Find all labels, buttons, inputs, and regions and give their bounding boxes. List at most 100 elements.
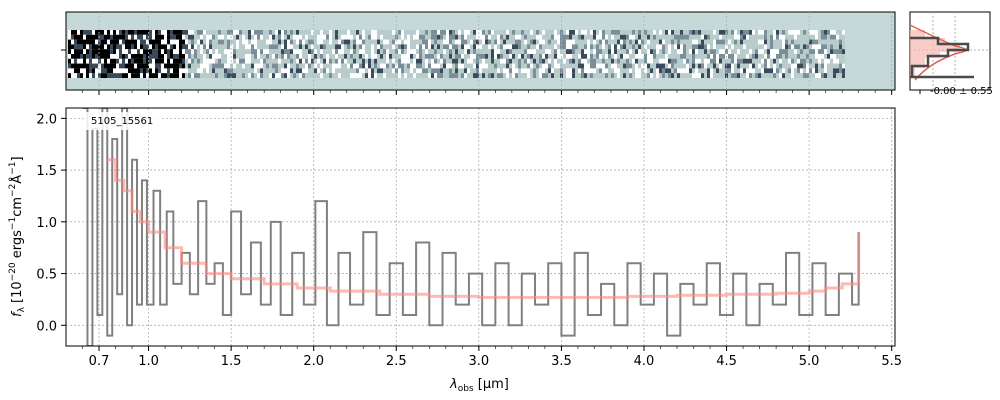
twod-pixel — [134, 63, 137, 69]
twod-pixel — [686, 58, 689, 64]
twod-pixel — [827, 68, 830, 74]
twod-pixel — [563, 58, 566, 64]
twod-pixel — [839, 44, 842, 50]
twod-pixel — [662, 63, 665, 69]
twod-pixel — [68, 63, 71, 69]
twod-pixel — [518, 30, 521, 35]
twod-pixel — [731, 68, 734, 74]
twod-pixel — [275, 39, 278, 45]
twod-pixel — [785, 39, 788, 45]
twod-pixel — [572, 49, 575, 54]
twod-pixel — [755, 30, 758, 35]
twod-pixel — [128, 73, 131, 78]
twod-pixel — [404, 58, 407, 64]
twod-pixel — [410, 49, 413, 54]
x-tick-label: 3.5 — [551, 354, 572, 369]
twod-pixel — [647, 68, 650, 74]
twod-pixel — [656, 49, 659, 54]
twod-pixel — [812, 73, 815, 78]
twod-pixel — [692, 44, 695, 50]
twod-pixel — [644, 30, 647, 35]
twod-pixel — [734, 58, 737, 64]
twod-pixel — [140, 39, 143, 45]
x-tick-label: 4.0 — [634, 354, 655, 369]
twod-pixel — [209, 73, 212, 78]
twod-pixel — [782, 44, 785, 50]
twod-pixel — [287, 68, 290, 74]
twod-pixel — [698, 68, 701, 74]
twod-pixel — [551, 49, 554, 54]
twod-pixel — [629, 54, 632, 59]
twod-pixel — [200, 34, 203, 40]
twod-pixel — [458, 49, 461, 54]
twod-pixel — [242, 44, 245, 50]
twod-pixel — [83, 30, 86, 35]
twod-pixel — [218, 54, 221, 59]
twod-pixel — [398, 34, 401, 40]
twod-pixel — [128, 58, 131, 64]
twod-pixel — [467, 73, 470, 78]
twod-pixel — [599, 30, 602, 35]
twod-pixel — [626, 34, 629, 40]
twod-pixel — [782, 30, 785, 35]
twod-pixel — [620, 68, 623, 74]
twod-pixel — [167, 68, 170, 74]
twod-pixel — [92, 34, 95, 40]
twod-pixel — [149, 30, 152, 35]
twod-pixel — [824, 73, 827, 78]
twod-pixel — [152, 49, 155, 54]
twod-pixel — [755, 34, 758, 40]
twod-pixel — [80, 58, 83, 64]
twod-pixel — [443, 68, 446, 74]
twod-pixel — [557, 58, 560, 64]
twod-pixel — [269, 30, 272, 35]
twod-pixel — [590, 58, 593, 64]
twod-pixel — [347, 63, 350, 69]
twod-pixel — [767, 73, 770, 78]
twod-pixel — [518, 34, 521, 40]
twod-pixel — [608, 44, 611, 50]
twod-pixel — [686, 68, 689, 74]
twod-pixel — [305, 54, 308, 59]
twod-pixel — [344, 49, 347, 54]
twod-pixel — [149, 39, 152, 45]
twod-pixel — [170, 73, 173, 78]
twod-pixel — [623, 63, 626, 69]
twod-pixel — [470, 54, 473, 59]
twod-pixel — [821, 49, 824, 54]
twod-pixel — [572, 54, 575, 59]
twod-pixel — [395, 68, 398, 74]
twod-pixel — [536, 58, 539, 64]
twod-pixel — [833, 68, 836, 74]
twod-pixel — [398, 73, 401, 78]
twod-pixel — [290, 68, 293, 74]
twod-pixel — [350, 58, 353, 64]
twod-pixel — [224, 58, 227, 64]
twod-pixel — [245, 49, 248, 54]
twod-pixel — [359, 68, 362, 74]
twod-pixel — [278, 30, 281, 35]
twod-pixel — [716, 44, 719, 50]
twod-pixel — [206, 63, 209, 69]
twod-pixel — [494, 54, 497, 59]
twod-pixel — [308, 39, 311, 45]
twod-pixel — [152, 58, 155, 64]
twod-pixel — [611, 34, 614, 40]
histogram-annotation: -0.00 ± 0.55 — [930, 86, 993, 97]
twod-pixel — [299, 73, 302, 78]
twod-pixel — [614, 54, 617, 59]
twod-pixel — [191, 30, 194, 35]
twod-pixel — [158, 68, 161, 74]
twod-pixel — [239, 39, 242, 45]
twod-pixel — [647, 49, 650, 54]
twod-pixel — [68, 30, 71, 35]
twod-pixel — [458, 54, 461, 59]
twod-pixel — [524, 63, 527, 69]
twod-pixel — [203, 58, 206, 64]
twod-pixel — [98, 44, 101, 50]
twod-pixel — [329, 73, 332, 78]
twod-pixel — [827, 54, 830, 59]
twod-pixel — [119, 54, 122, 59]
twod-pixel — [590, 54, 593, 59]
twod-pixel — [206, 54, 209, 59]
